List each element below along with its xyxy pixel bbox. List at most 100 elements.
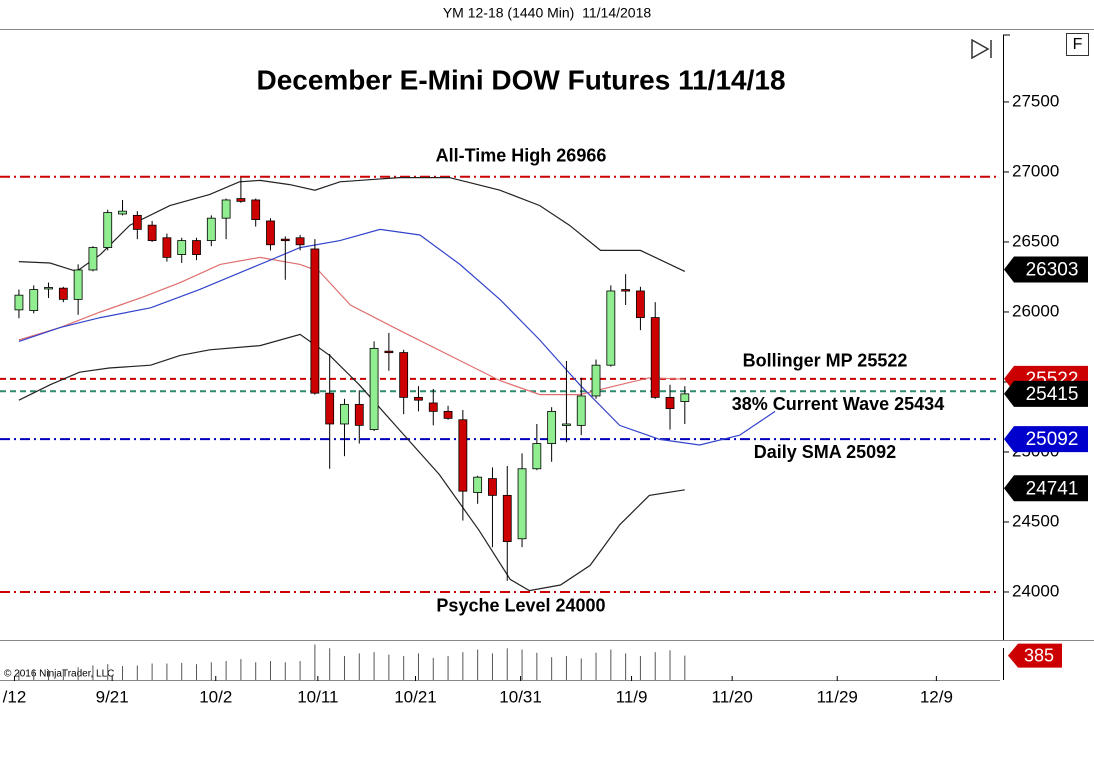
candle — [236, 177, 246, 203]
candle-body — [502, 494, 512, 542]
candle-body — [310, 248, 320, 394]
candle-body — [266, 220, 275, 246]
candle-body — [58, 287, 68, 300]
price-marker — [1004, 256, 1088, 283]
candle-body — [562, 423, 571, 426]
candle-body — [399, 352, 409, 398]
candle — [221, 198, 231, 240]
y-tick-label: 26000 — [1012, 301, 1059, 320]
candle-body — [665, 396, 675, 409]
x-tick-label: 12/9 — [920, 687, 953, 706]
x-tick-label: 11/20 — [712, 687, 753, 706]
candle — [576, 377, 586, 436]
candle-body — [251, 199, 261, 220]
candle — [562, 360, 571, 443]
chart-title: December E-Mini DOW Futures 11/14/18 — [256, 64, 785, 95]
candle-body — [650, 317, 660, 398]
candle-body — [636, 290, 645, 318]
candle-body — [118, 210, 127, 215]
price-marker-label: 26303 — [1026, 260, 1079, 281]
candle-body — [132, 214, 142, 230]
candle — [44, 282, 53, 298]
candle — [665, 384, 675, 430]
level-label: Daily SMA 25092 — [754, 442, 896, 462]
candle — [280, 236, 290, 280]
price-marker — [1004, 380, 1088, 407]
candle — [458, 409, 468, 521]
candle — [443, 405, 453, 420]
candle — [162, 233, 172, 262]
candle-body — [414, 396, 423, 401]
indicator-line — [18, 333, 685, 592]
candle — [399, 349, 409, 415]
indicator-line — [18, 256, 685, 396]
candle-body — [532, 443, 542, 470]
candle-body — [236, 198, 246, 202]
candle-body — [428, 402, 438, 412]
candle — [369, 341, 379, 431]
candle-body — [295, 237, 305, 246]
f-button-label[interactable]: F — [1073, 36, 1083, 53]
candle — [354, 390, 364, 444]
candle-body — [354, 403, 364, 426]
candle-body — [44, 287, 53, 290]
header: YM 12-18 (1440 Min) 11/14/2018 — [443, 5, 652, 21]
candle-body — [517, 468, 527, 540]
indicator-line — [18, 228, 776, 446]
y-tick-label: 27000 — [1012, 161, 1059, 180]
candle-body — [680, 393, 690, 402]
candle — [266, 218, 275, 251]
candle-body — [621, 289, 631, 292]
candle — [428, 388, 438, 426]
candle-body — [221, 199, 231, 219]
candle — [58, 286, 68, 303]
x-tick-label: 11/9 — [616, 687, 648, 706]
x-tick-label: 10/11 — [297, 687, 338, 706]
x-tick-label: /12 — [3, 687, 27, 706]
candle-body — [88, 247, 98, 271]
candle-body — [29, 289, 39, 311]
candle-body — [192, 240, 201, 255]
candle-body — [177, 240, 187, 255]
candle — [532, 423, 542, 471]
candle-body — [73, 269, 83, 300]
candle — [251, 198, 261, 227]
candle — [636, 286, 645, 331]
indicator-line — [18, 177, 686, 273]
candle — [132, 211, 142, 240]
candle — [680, 386, 690, 424]
candle-body — [384, 350, 394, 354]
candle — [473, 475, 483, 504]
y-tick-label: 26500 — [1012, 231, 1059, 250]
candle-body — [206, 217, 216, 241]
price-marker-label: 25092 — [1026, 429, 1079, 450]
level-label: All-Time High 26966 — [436, 145, 607, 165]
candle-body — [14, 294, 24, 311]
volume-marker-label: 385 — [1024, 645, 1054, 665]
candle — [73, 264, 83, 315]
candle — [14, 289, 24, 319]
play-icon[interactable] — [971, 38, 992, 60]
y-tick-label: 27500 — [1012, 91, 1059, 110]
candle — [606, 285, 616, 367]
x-tick-label: 10/31 — [499, 687, 542, 706]
f-button[interactable] — [1066, 33, 1089, 56]
candle-body — [147, 224, 157, 241]
level-label: Bollinger MP 25522 — [743, 351, 908, 371]
y-tick-label: 24500 — [1012, 511, 1059, 530]
level-label: Psyche Level 24000 — [436, 596, 605, 616]
level-label: 38% Current Wave 25434 — [732, 394, 944, 414]
candle — [384, 332, 394, 371]
volume-marker — [1008, 643, 1062, 668]
candle-body — [458, 419, 468, 492]
play-triangle[interactable] — [971, 38, 990, 60]
candle — [29, 285, 39, 314]
candle — [192, 237, 201, 261]
x-tick-label: 10/21 — [394, 687, 437, 706]
candle-body — [488, 478, 497, 496]
candle — [177, 237, 187, 263]
x-tick-label: 11/29 — [817, 687, 858, 706]
candle-body — [103, 212, 113, 248]
candle — [517, 453, 527, 548]
